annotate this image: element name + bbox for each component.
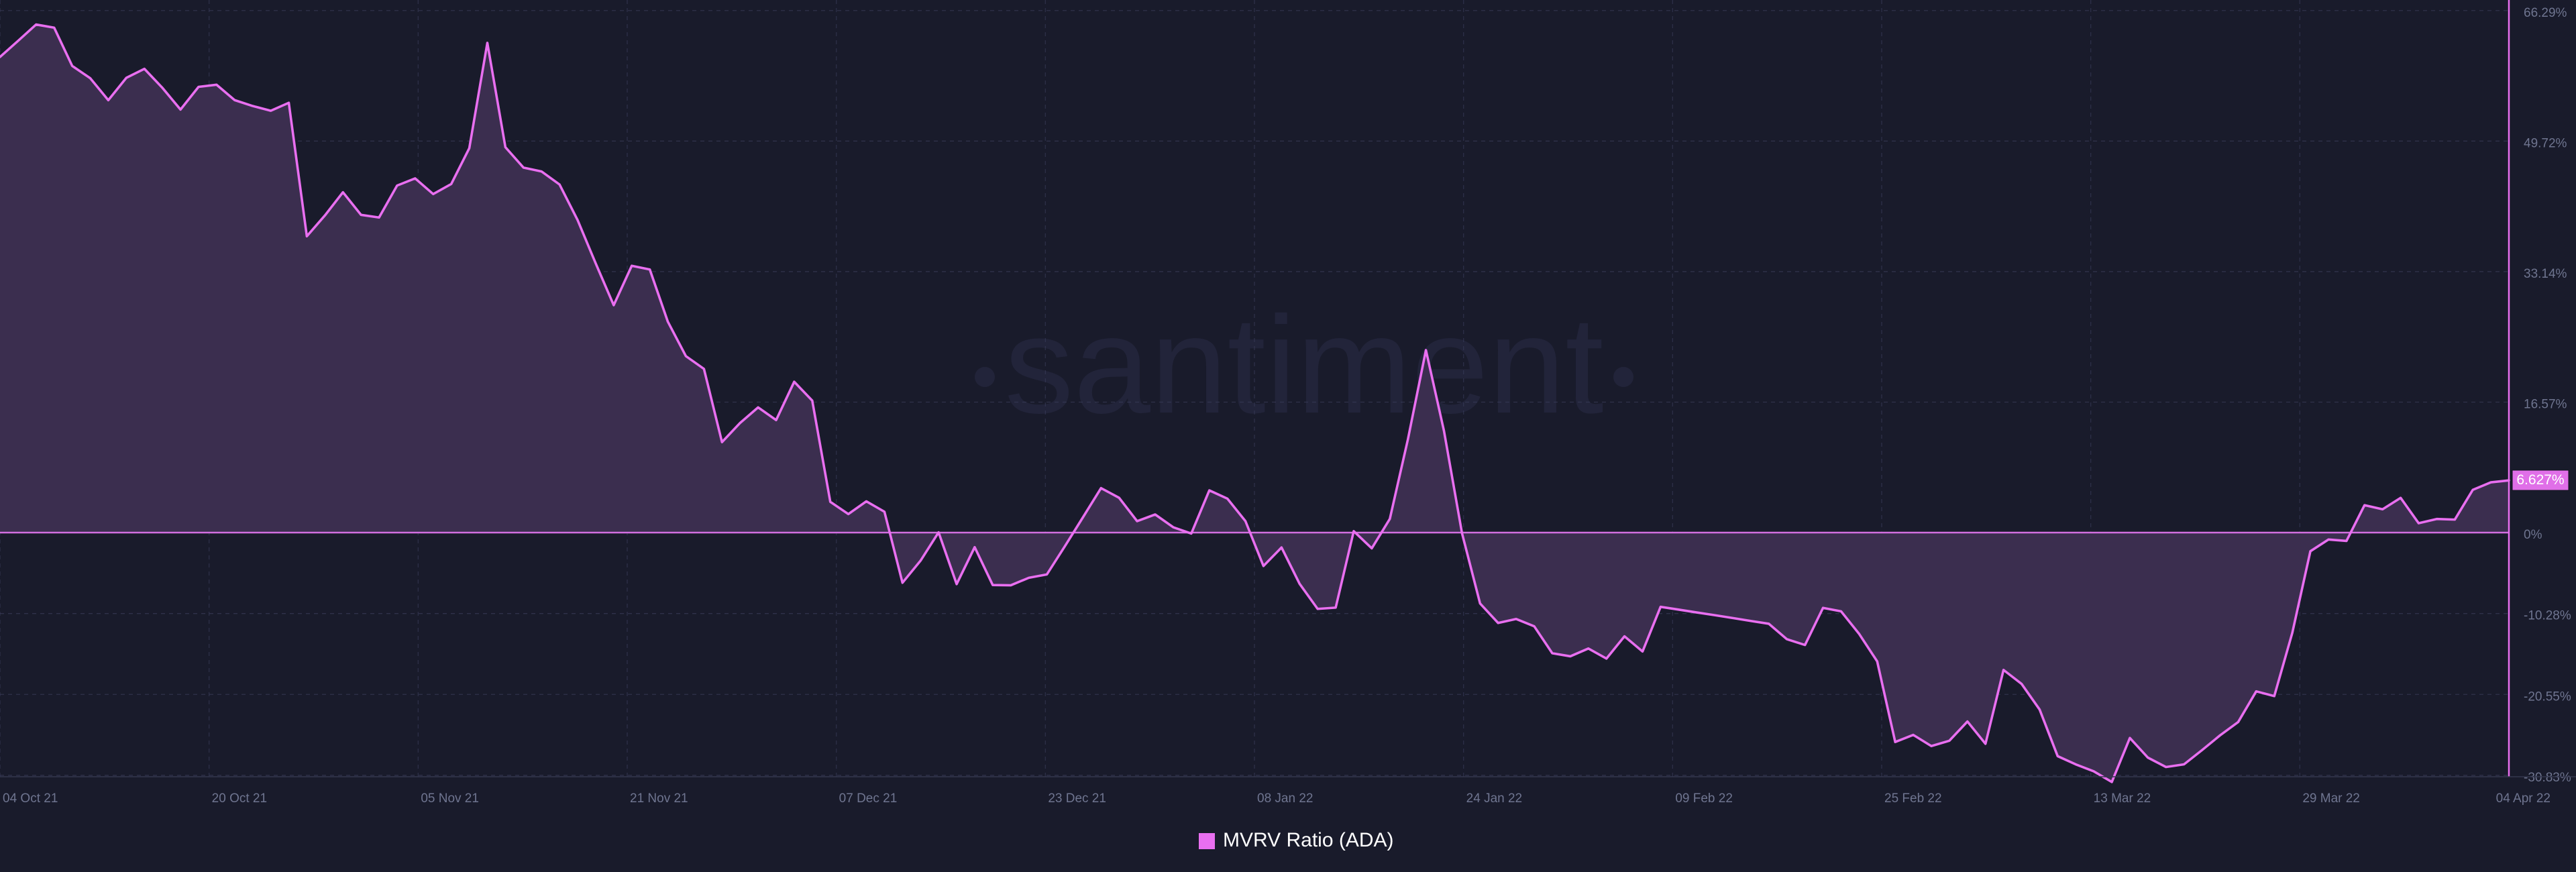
svg-text:05 Nov 21: 05 Nov 21	[421, 792, 479, 806]
svg-text:08 Jan 22: 08 Jan 22	[1257, 792, 1313, 806]
svg-text:6.627%: 6.627%	[2516, 472, 2564, 488]
svg-text:25 Feb 22: 25 Feb 22	[1884, 792, 1942, 806]
svg-text:04 Apr 22: 04 Apr 22	[2496, 792, 2551, 806]
svg-text:21 Nov 21: 21 Nov 21	[630, 792, 688, 806]
svg-text:07 Dec 21: 07 Dec 21	[839, 792, 898, 806]
svg-text:0%: 0%	[2524, 528, 2542, 542]
svg-text:santiment: santiment	[1004, 288, 1603, 442]
svg-text:-20.55%: -20.55%	[2524, 690, 2571, 704]
svg-text:33.14%: 33.14%	[2524, 267, 2567, 281]
svg-text:09 Feb 22: 09 Feb 22	[1675, 792, 1733, 806]
svg-text:16.57%: 16.57%	[2524, 397, 2567, 411]
svg-text:20 Oct 21: 20 Oct 21	[212, 792, 267, 806]
svg-text:66.29%: 66.29%	[2524, 6, 2567, 20]
svg-text:04 Oct 21: 04 Oct 21	[3, 792, 58, 806]
svg-text:29 Mar 22: 29 Mar 22	[2302, 792, 2360, 806]
svg-text:13 Mar 22: 13 Mar 22	[2094, 792, 2151, 806]
svg-text:23 Dec 21: 23 Dec 21	[1048, 792, 1106, 806]
svg-text:24 Jan 22: 24 Jan 22	[1466, 792, 1522, 806]
svg-text:MVRV Ratio (ADA): MVRV Ratio (ADA)	[1223, 829, 1394, 851]
svg-text:-10.28%: -10.28%	[2524, 609, 2571, 623]
svg-text:49.72%: 49.72%	[2524, 136, 2567, 150]
svg-text:-30.83%: -30.83%	[2524, 771, 2571, 785]
